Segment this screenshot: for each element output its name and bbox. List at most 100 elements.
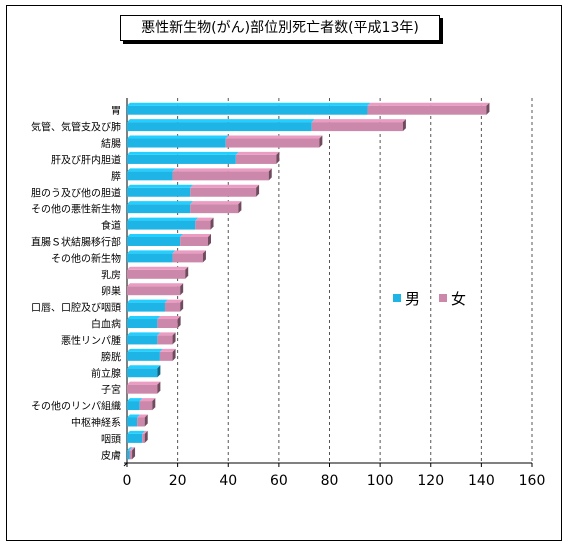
bar-female [142, 433, 145, 443]
category-label: 胃 [111, 105, 121, 117]
bar-female [172, 171, 269, 181]
bar-female [180, 236, 208, 246]
axis-corner [123, 462, 128, 467]
bar-top-face [159, 348, 176, 352]
bar-top-face [127, 233, 184, 237]
bar-top-face [127, 201, 194, 205]
bar-side-face [152, 398, 156, 411]
category-label: 食道 [101, 219, 121, 232]
bar-male [127, 417, 138, 427]
x-tick-labels: 0 20 40 60 80 100 120 140 160 [123, 473, 546, 489]
bar-side-face [238, 201, 242, 214]
x-tick-label: 160 [519, 473, 546, 489]
bar-top-face [127, 151, 239, 155]
chart-frame [6, 5, 562, 541]
bar-top-face [172, 168, 272, 172]
bar-male [127, 433, 143, 443]
bar-top-face [367, 102, 490, 106]
bar-top-face [157, 316, 181, 320]
bar-female [225, 138, 320, 148]
bar-female [195, 220, 211, 230]
bar-female [137, 417, 145, 427]
bar-top-face [129, 447, 136, 451]
bar-top-face [311, 119, 406, 123]
bar-top-face [139, 398, 156, 402]
bar-top-face [157, 332, 176, 336]
bar-side-face [180, 283, 184, 296]
bar-top-face [127, 447, 133, 451]
bar-top-face [127, 250, 176, 254]
bar-top-face [127, 430, 146, 434]
legend-label: 女 [451, 290, 466, 308]
category-label: 膀胱 [101, 350, 121, 363]
x-tick-label: 80 [321, 473, 339, 489]
bar-male [127, 187, 191, 197]
bar-male [127, 401, 140, 411]
bar-top-face [127, 414, 141, 418]
bar-top-face [127, 348, 163, 352]
bar-side-face [132, 447, 136, 460]
category-label: 直腸Ｓ状結腸移行部 [31, 235, 121, 248]
bar-top-face [127, 168, 176, 172]
category-label: その他のリンパ組織 [31, 400, 121, 413]
bar-female [159, 351, 173, 361]
bar-top-face [127, 184, 194, 188]
bar-side-face [172, 348, 176, 361]
bar-side-face [202, 250, 206, 263]
bar-top-face [180, 233, 211, 237]
bar-side-face [486, 102, 490, 115]
bar-male [127, 204, 191, 214]
category-label: 膵 [111, 171, 121, 183]
bar-male [127, 236, 181, 246]
category-label: 咽頭 [101, 433, 121, 445]
bar-top-face [195, 217, 214, 221]
category-label: 子宮 [101, 383, 121, 396]
category-label: 中枢神経系 [71, 416, 121, 429]
category-label: 悪性リンパ腫 [61, 334, 121, 347]
category-label: 乳房 [101, 268, 121, 281]
bar-male [127, 335, 158, 345]
bar-female [235, 154, 277, 164]
x-tick-label: 0 [123, 473, 132, 489]
bar-side-face [208, 233, 211, 246]
bar-side-face [157, 381, 161, 394]
bar-side-face [256, 184, 260, 197]
bar-top-face [127, 332, 161, 336]
legend-swatch [439, 294, 447, 302]
x-tick-label: 20 [169, 473, 187, 489]
bar-female [129, 450, 133, 460]
bar-male [127, 351, 160, 361]
bar-male [127, 450, 130, 460]
bar-top-face [127, 283, 184, 287]
bar-side-face [177, 316, 181, 329]
bar-top-face [127, 299, 168, 303]
bar-female [127, 384, 158, 394]
bar-male [127, 122, 312, 132]
bar-top-face [127, 365, 161, 369]
category-label: 口唇、口腔及び咽頭 [31, 301, 121, 314]
category-label: 結腸 [101, 137, 121, 150]
bar-male [127, 302, 165, 312]
category-label: その他の悪性新生物 [31, 203, 121, 216]
bar-top-face [127, 119, 315, 123]
x-tick-label: 40 [219, 473, 237, 489]
bar-side-face [144, 414, 148, 427]
x-tick-label: 60 [270, 473, 288, 489]
bar-male [127, 138, 226, 148]
category-label: 胆のう及び他の胆道 [31, 186, 121, 199]
category-label: その他の新生物 [51, 252, 121, 265]
bar-female [139, 401, 153, 411]
category-label: 気管、気管支及び肺 [31, 121, 121, 134]
bar-side-face [402, 119, 406, 132]
bar-side-face [210, 217, 214, 230]
legend: 男女 [393, 290, 466, 308]
bar-side-face [172, 332, 176, 345]
bar-male [127, 253, 173, 263]
category-label: 前立腺 [91, 367, 121, 380]
chart-title: 悪性新生物(がん)部位別死亡者数(平成13年) [120, 15, 440, 41]
bar-female [127, 269, 186, 279]
x-tick-label: 120 [417, 473, 444, 489]
bar-top-face [137, 414, 148, 418]
bar-top-face [127, 316, 161, 320]
